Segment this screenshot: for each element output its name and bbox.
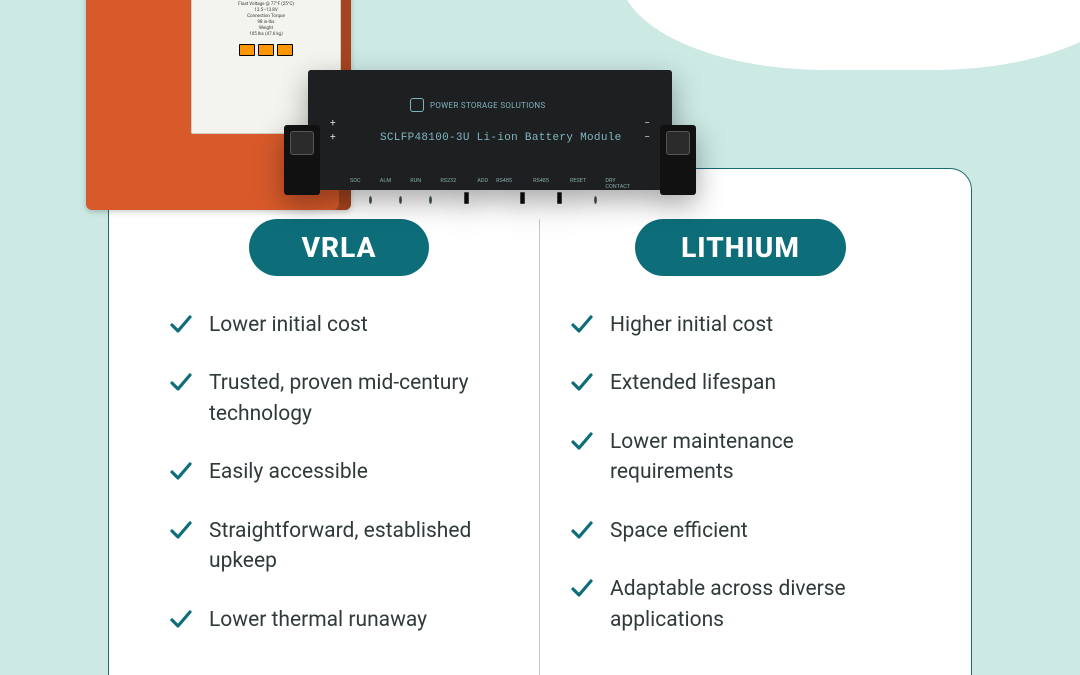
vrla-column: VRLA Lower initial cost Trusted, proven … [139, 219, 540, 675]
check-icon [570, 370, 594, 394]
list-item-text: Extended lifespan [610, 368, 776, 398]
decorative-blob [620, 0, 1080, 70]
check-icon [169, 312, 193, 336]
list-item-text: Easily accessible [209, 457, 368, 487]
list-item: Lower initial cost [169, 310, 509, 340]
lithium-list: Higher initial cost Extended lifespan Lo… [570, 310, 911, 635]
list-item: Lower maintenance requirements [570, 427, 911, 488]
lithium-pill: LITHIUM [635, 219, 846, 276]
check-icon [169, 518, 193, 542]
list-item: Lower thermal runaway [169, 605, 509, 635]
list-item: Easily accessible [169, 457, 509, 487]
list-item-text: Space efficient [610, 516, 748, 546]
comparison-card: VRLA Lower initial cost Trusted, proven … [108, 168, 972, 675]
check-icon [169, 607, 193, 631]
list-item: Higher initial cost [570, 310, 911, 340]
vrla-list: Lower initial cost Trusted, proven mid-c… [169, 310, 509, 635]
check-icon [570, 576, 594, 600]
lithium-rack-image: ++ −− POWER STORAGE SOLUTIONS SCLFP48100… [290, 70, 690, 210]
list-item-text: Trusted, proven mid-century technology [209, 368, 509, 429]
check-icon [169, 370, 193, 394]
check-icon [570, 518, 594, 542]
rack-model: SCLFP48100-3U Li-ion Battery Module [380, 132, 622, 144]
rack-ports: SOC ALM RUN RS232 ADD RS485 RS485 RESET … [350, 184, 630, 204]
list-item-text: Lower initial cost [209, 310, 368, 340]
list-item-text: Straightforward, established upkeep [209, 516, 509, 577]
lithium-column: LITHIUM Higher initial cost Extended lif… [540, 219, 941, 675]
check-icon [169, 459, 193, 483]
check-icon [570, 429, 594, 453]
vrla-pill: VRLA [249, 219, 429, 276]
list-item: Space efficient [570, 516, 911, 546]
list-item: Extended lifespan [570, 368, 911, 398]
list-item: Trusted, proven mid-century technology [169, 368, 509, 429]
list-item: Adaptable across diverse applications [570, 574, 911, 635]
list-item-text: Higher initial cost [610, 310, 773, 340]
rack-brand: POWER STORAGE SOLUTIONS [430, 101, 545, 110]
vrla-label-specs: Flame Retardant UL94 V-0 Nominal Capacit… [198, 0, 334, 38]
check-icon [570, 312, 594, 336]
list-item-text: Lower thermal runaway [209, 605, 427, 635]
list-item: Straightforward, established upkeep [169, 516, 509, 577]
list-item-text: Lower maintenance requirements [610, 427, 911, 488]
list-item-text: Adaptable across diverse applications [610, 574, 911, 635]
